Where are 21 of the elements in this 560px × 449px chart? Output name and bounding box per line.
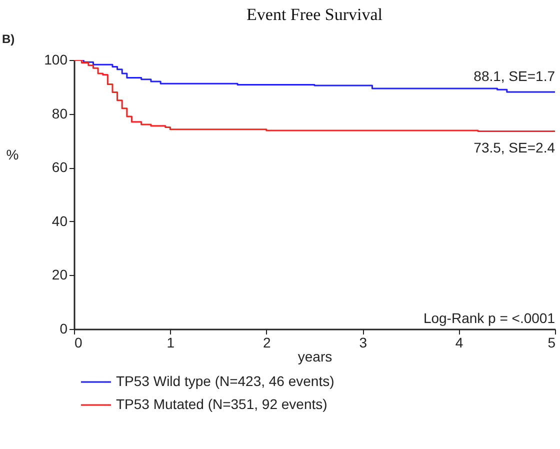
y-tick-label: 100	[44, 52, 68, 68]
x-tick-label: 1	[166, 334, 175, 350]
x-tick-label: 2	[263, 334, 271, 350]
chart-title: Event Free Survival	[246, 5, 383, 24]
y-tick-label: 40	[52, 212, 68, 229]
y-tick-label: 80	[52, 105, 68, 122]
y-tick-label: 20	[52, 266, 68, 283]
y-tick-label: 60	[52, 159, 68, 176]
annotation: 73.5, SE=2.4	[474, 139, 556, 156]
y-tick-label: 0	[60, 320, 68, 336]
y-axis-title: %	[6, 146, 19, 162]
text: B)	[2, 32, 15, 46]
annotation: 88.1, SE=1.7	[474, 68, 556, 84]
x-tick-label: 4	[455, 334, 464, 350]
x-tick-label: 3	[359, 334, 368, 350]
x-axis-title: years	[298, 348, 332, 364]
legend-label: TP53 Wild type (N=423, 46 events)	[116, 373, 334, 389]
legend-label: TP53 Mutated (N=351, 92 events)	[116, 396, 328, 412]
x-tick-label: 0	[74, 334, 82, 350]
annotation: Log-Rank p = <.0001	[423, 310, 556, 326]
x-tick-label: 5	[548, 334, 556, 350]
